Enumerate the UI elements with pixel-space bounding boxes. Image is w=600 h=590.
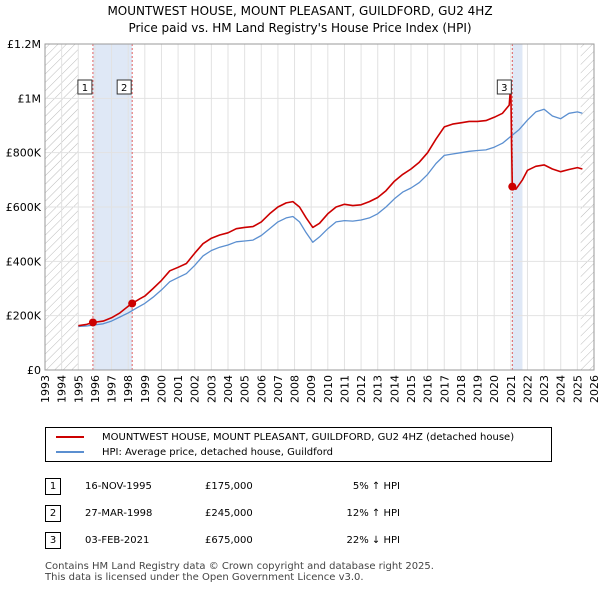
chart-title: MOUNTWEST HOUSE, MOUNT PLEASANT, GUILDFO… (107, 4, 493, 18)
sale-price: £245,000 (205, 508, 253, 519)
property-price-line (78, 84, 583, 327)
x-tick-label: 2001 (172, 375, 185, 403)
x-tick-label: 2021 (505, 375, 518, 403)
sale-date: 03-FEB-2021 (85, 535, 150, 546)
y-tick-label: £400K (6, 255, 42, 268)
x-tick-label: 2009 (305, 375, 318, 403)
sale-price: £675,000 (205, 535, 253, 546)
sale-point (508, 182, 517, 191)
x-tick-label: 2004 (222, 375, 235, 403)
x-tick-label: 2024 (555, 375, 568, 403)
sale-price: £175,000 (205, 481, 253, 492)
x-tick-label: 2005 (239, 375, 252, 403)
x-tick-label: 2015 (405, 375, 418, 403)
x-tick-label: 2022 (521, 375, 534, 403)
x-tick-label: 1996 (89, 375, 102, 403)
legend-item-hpi: HPI: Average price, detached house, Guil… (56, 445, 333, 459)
attribution-line-1: Contains HM Land Registry data © Crown c… (45, 561, 434, 572)
chart-legend: MOUNTWEST HOUSE, MOUNT PLEASANT, GUILDFO… (45, 427, 552, 462)
x-tick-label: 2007 (272, 375, 285, 403)
sale-hpi-diff: 5% ↑ HPI (352, 481, 400, 492)
x-tick-label: 2000 (155, 375, 168, 403)
attribution-line-2: This data is licensed under the Open Gov… (45, 572, 364, 583)
sale-label: 1 (82, 83, 88, 94)
x-tick-label: 2008 (289, 375, 302, 403)
x-tick-label: 2010 (322, 375, 335, 403)
x-tick-label: 1997 (106, 375, 119, 403)
y-tick-label: £800K (6, 147, 42, 160)
y-tick-label: £600K (6, 201, 42, 214)
x-tick-label: 2006 (255, 375, 268, 403)
y-tick-label: £0 (27, 364, 41, 377)
x-tick-label: 2020 (488, 375, 501, 403)
sale-date: 27-MAR-1998 (85, 508, 153, 519)
x-tick-label: 2017 (438, 375, 451, 403)
table-row: 1 16-NOV-1995 £175,000 5% ↑ HPI (45, 473, 400, 500)
hpi-line (78, 108, 583, 328)
legend-item-property: MOUNTWEST HOUSE, MOUNT PLEASANT, GUILDFO… (56, 430, 514, 444)
x-tick-label: 1999 (139, 375, 152, 403)
x-tick-label: 2019 (472, 375, 485, 403)
x-tick-label: 2003 (205, 375, 218, 403)
chart-subtitle: Price paid vs. HM Land Registry's House … (128, 21, 472, 35)
sale-number-badge: 1 (45, 478, 61, 495)
x-tick-label: 1993 (39, 375, 52, 403)
y-tick-label: £1M (18, 92, 42, 105)
sale-point (88, 318, 97, 327)
x-tick-label: 2013 (372, 375, 385, 403)
x-tick-label: 1998 (122, 375, 135, 403)
x-tick-label: 2014 (388, 375, 401, 403)
legend-label-property: MOUNTWEST HOUSE, MOUNT PLEASANT, GUILDFO… (102, 431, 515, 443)
y-tick-label: £1.2M (7, 38, 41, 51)
sale-date: 16-NOV-1995 (85, 481, 152, 492)
sale-label-box (116, 79, 132, 95)
table-row: 3 03-FEB-2021 £675,000 22% ↓ HPI (45, 527, 400, 554)
x-tick-label: 2026 (588, 375, 600, 403)
attribution-footer: Contains HM Land Registry data © Crown c… (45, 561, 434, 583)
x-tick-label: 2002 (189, 375, 202, 403)
x-tick-label: 2025 (571, 375, 584, 403)
sale-label-box (496, 79, 512, 95)
legend-swatch-hpi (56, 451, 84, 453)
sale-point (128, 299, 137, 308)
sale-label-box (77, 79, 93, 95)
legend-swatch-property (56, 436, 84, 438)
table-row: 2 27-MAR-1998 £245,000 12% ↑ HPI (45, 500, 400, 527)
x-tick-label: 1994 (56, 375, 69, 403)
plot-frame (44, 43, 595, 371)
x-tick-label: 2012 (355, 375, 368, 403)
sale-label: 2 (121, 83, 127, 94)
y-tick-label: £200K (6, 310, 42, 323)
sale-hpi-diff: 12% ↑ HPI (346, 508, 400, 519)
sale-number-badge: 2 (45, 505, 61, 522)
x-tick-label: 1995 (72, 375, 85, 403)
x-tick-label: 2023 (538, 375, 551, 403)
legend-label-hpi: HPI: Average price, detached house, Guil… (102, 446, 334, 458)
sales-table: 1 16-NOV-1995 £175,000 5% ↑ HPI 2 27-MAR… (45, 473, 400, 554)
sale-number-badge: 3 (45, 532, 61, 549)
x-tick-label: 2016 (422, 375, 435, 403)
sale-label: 3 (501, 83, 507, 94)
sale-hpi-diff: 22% ↓ HPI (346, 535, 400, 546)
x-tick-label: 2011 (338, 375, 351, 403)
x-tick-label: 2018 (455, 375, 468, 403)
